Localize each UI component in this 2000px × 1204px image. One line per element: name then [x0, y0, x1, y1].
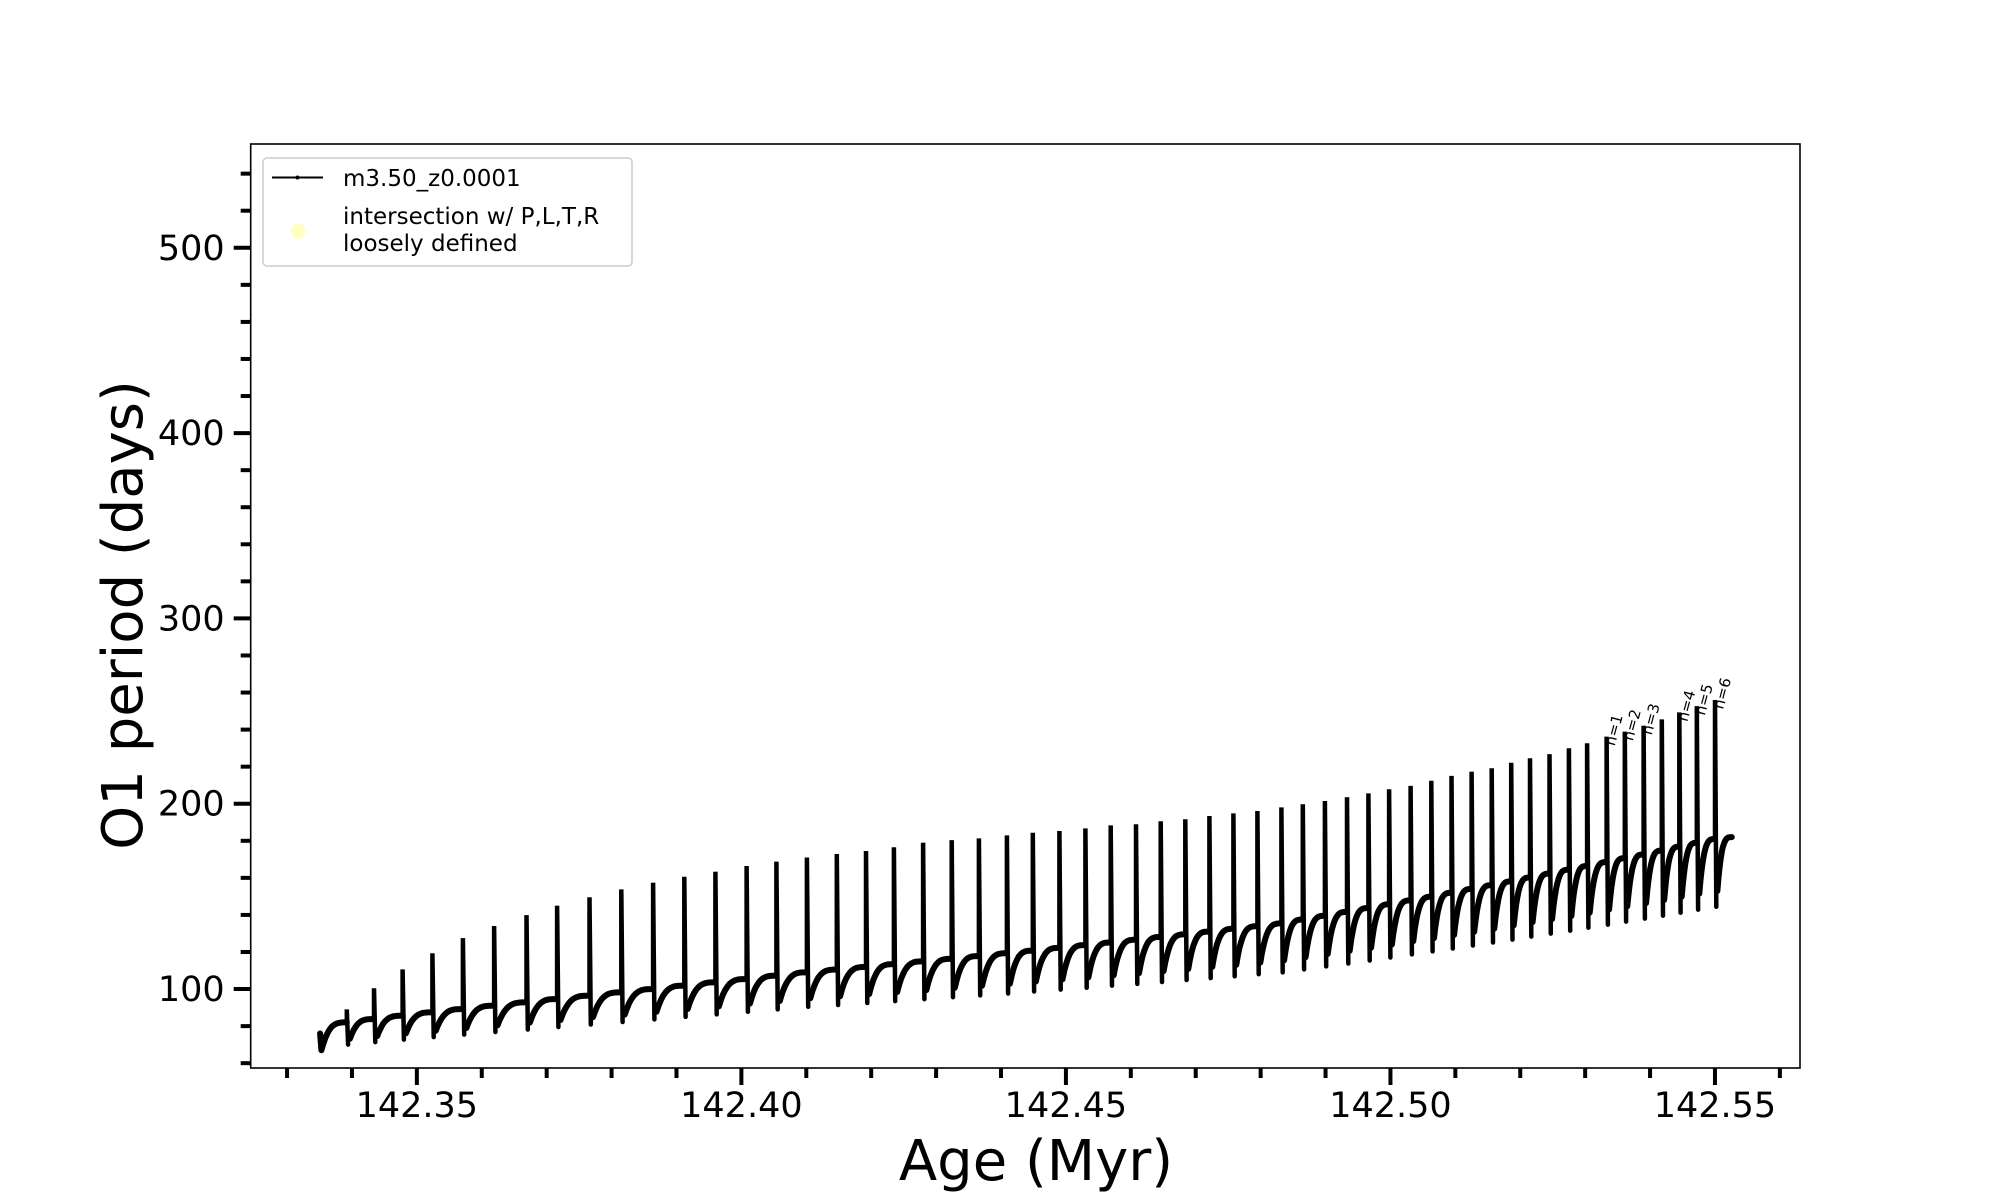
pulse-spike [1449, 775, 1456, 951]
axis-ticks: 100 200 300 400 500 142.35 142.40 142.45 142.50 1… [158, 171, 1782, 1126]
pulse-spike [430, 953, 436, 1040]
pulse-spike [1641, 725, 1648, 921]
pulse-spike [804, 857, 811, 1010]
pulse-spike [713, 871, 719, 1017]
x-tick-label: 142.45 [1005, 1086, 1127, 1126]
pulse-spike [619, 889, 625, 1025]
legend-dot-marker [295, 175, 300, 180]
pulse-spike [1366, 793, 1372, 963]
pulse-spike [834, 853, 841, 1008]
pulse-spike [371, 988, 378, 1045]
plot-frame [249, 143, 1801, 1069]
y-tick-label: 100 [158, 970, 225, 1010]
pulse-spike [1083, 828, 1089, 991]
pulse-spike [1566, 748, 1573, 933]
pulse-spike [949, 840, 956, 1000]
pulse-spike [1133, 824, 1140, 987]
pulse-spike [1408, 785, 1415, 957]
legend: m3.50_z0.0001 intersection w/ P,L,T,R lo… [262, 157, 633, 267]
legend-label-intersection-line1: intersection w/ P,L,T,R [343, 204, 599, 230]
pulse-spike [587, 897, 594, 1027]
pulse-spike [976, 838, 983, 998]
pulse-spike [1429, 780, 1435, 954]
pulse-spike [863, 850, 870, 1006]
pulse-spike [1207, 815, 1213, 981]
pulse-spike [774, 861, 780, 1012]
pulse-spike [1508, 762, 1515, 942]
pulse-spike [1469, 771, 1476, 948]
x-tick-label: 142.55 [1654, 1086, 1776, 1126]
pulse-spike [1527, 758, 1534, 939]
pulse-spike [1712, 699, 1719, 910]
pulse-spike [1694, 706, 1701, 912]
pulse-spike [682, 876, 688, 1020]
pulse-spike [1584, 743, 1591, 930]
pulse-spike [1300, 804, 1307, 972]
pulse-spike [1231, 813, 1237, 979]
pulse-spike [1183, 819, 1189, 983]
pulse-spike [1489, 768, 1496, 945]
pulse-spike [1659, 719, 1666, 918]
pulse-spike [1622, 731, 1629, 924]
y-tick-label: 400 [158, 414, 225, 454]
pulse-spike [1004, 835, 1011, 996]
pulse-spike [1030, 832, 1037, 994]
pulse-spike [460, 938, 467, 1037]
series-line-baseline [317, 834, 1735, 1054]
pulse-spike [491, 925, 498, 1035]
pulse-spike [1677, 712, 1683, 915]
pulse-spike [1279, 807, 1285, 975]
pulse-spike [1386, 789, 1393, 960]
series-layer [317, 699, 1735, 1054]
x-axis-label: Age (Myr) [899, 1129, 1173, 1194]
pulse-spike [891, 847, 898, 1004]
pulse-spike [1158, 821, 1165, 985]
legend-intersection-marker [290, 223, 306, 239]
pulse-spike [1604, 736, 1611, 927]
pulse-spike [1322, 800, 1329, 969]
pulse-spike [1108, 825, 1115, 988]
legend-box [262, 157, 633, 267]
y-tick-label: 300 [158, 599, 225, 639]
pulse-spike [1057, 830, 1063, 992]
legend-label-intersection-line2: loosely defined [343, 231, 518, 257]
pulse-spike [920, 842, 927, 1002]
x-tick-label: 142.50 [1329, 1086, 1451, 1126]
y-tick-label: 200 [158, 785, 225, 825]
pulse-spike [650, 882, 657, 1022]
x-tick-label: 142.35 [356, 1086, 478, 1126]
pulse-spike [1547, 754, 1554, 936]
pulse-spike [344, 1009, 351, 1047]
y-tick-label: 500 [158, 229, 225, 269]
pulse-spike [400, 969, 407, 1042]
x-tick-label: 142.40 [680, 1086, 802, 1126]
y-axis-label: O1 period (days) [91, 380, 156, 850]
pulse-spike [1255, 810, 1261, 977]
pulse-spike [1344, 797, 1351, 966]
pulse-spike [524, 915, 531, 1032]
legend-label-series: m3.50_z0.0001 [343, 166, 521, 192]
pulse-spike [554, 905, 561, 1030]
pulse-spike [744, 865, 751, 1015]
